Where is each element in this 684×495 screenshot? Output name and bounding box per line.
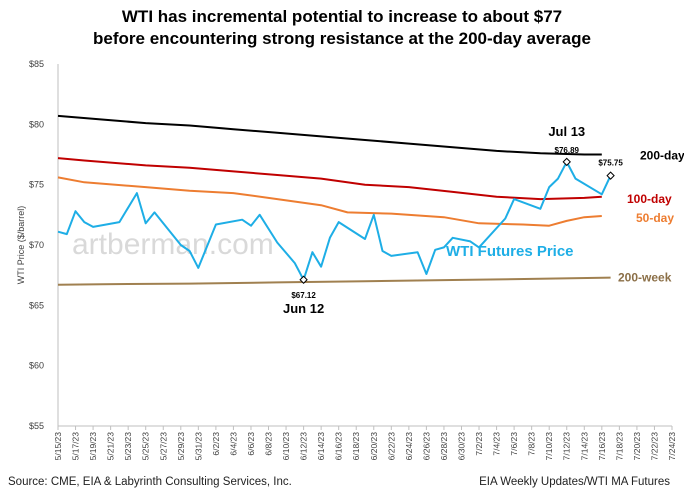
x-tick-label: 6/24/23 — [404, 432, 414, 461]
x-tick-label: 6/22/23 — [386, 432, 396, 461]
x-tick-label: 7/14/23 — [579, 432, 589, 461]
y-tick-label: $60 — [29, 361, 44, 371]
x-tick-label: 6/20/23 — [369, 432, 379, 461]
title-line-2: before encountering strong resistance at… — [93, 29, 591, 48]
x-tick-label: 7/24/23 — [667, 432, 677, 461]
x-tick-label: 6/6/23 — [246, 432, 256, 456]
annotation-jul13-value: $76.89 — [555, 146, 580, 155]
x-tick-label: 6/4/23 — [228, 432, 238, 456]
y-tick-label: $55 — [29, 421, 44, 431]
x-tick-label: 7/10/23 — [544, 432, 554, 461]
x-tick-label: 6/14/23 — [316, 432, 326, 461]
y-axis-label: WTI Price ($/barrel) — [16, 206, 26, 285]
x-tick-label: 7/12/23 — [562, 432, 572, 461]
marker-latest — [606, 171, 615, 180]
marker-jul13 — [562, 157, 571, 167]
x-tick-label: 5/25/23 — [141, 432, 151, 461]
watermark: artberman.com — [72, 228, 274, 261]
label-wti-futures-price: WTI Futures Price — [446, 243, 574, 260]
source-note: Source: CME, EIA & Labyrinth Consulting … — [8, 476, 292, 488]
x-tick-label: 6/2/23 — [211, 432, 221, 456]
label-100-day: 100-day — [627, 192, 672, 206]
x-tick-label: 5/17/23 — [71, 432, 81, 461]
annotation-jun12-value: $67.12 — [291, 291, 316, 300]
y-tick-label: $80 — [29, 119, 44, 129]
annotation-latest-value: $75.75 — [598, 159, 623, 168]
x-tick-label: 5/27/23 — [158, 432, 168, 461]
x-tick-label: 5/19/23 — [88, 432, 98, 461]
x-tick-label: 5/21/23 — [106, 432, 116, 461]
y-tick-label: $65 — [29, 300, 44, 310]
label-200-week: 200-week — [618, 271, 672, 285]
x-tick-label: 6/10/23 — [281, 432, 291, 461]
x-tick-label: 5/31/23 — [193, 432, 203, 461]
series-line-50-day — [57, 176, 602, 227]
x-tick-label: 7/4/23 — [492, 432, 502, 456]
series-line-100-day — [57, 157, 602, 201]
x-tick-label: 6/28/23 — [439, 432, 449, 461]
series-line-200-day — [57, 114, 602, 156]
x-tick-label: 6/8/23 — [264, 432, 274, 456]
x-tick-label: 7/18/23 — [614, 432, 624, 461]
x-tick-label: 6/12/23 — [299, 432, 309, 461]
x-tick-label: 7/16/23 — [597, 432, 607, 461]
label-50-day: 50-day — [636, 211, 674, 225]
marker-jun12 — [299, 275, 308, 284]
x-tick-label: 5/29/23 — [176, 432, 186, 461]
x-tick-label: 6/26/23 — [421, 432, 431, 461]
series-line-wti-futures-price — [57, 160, 612, 281]
x-tick-label: 7/20/23 — [632, 432, 642, 461]
series-line-200-week — [57, 276, 611, 286]
x-tick-label: 7/8/23 — [527, 432, 537, 456]
y-tick-label: $70 — [29, 240, 44, 250]
x-tick-label: 6/18/23 — [351, 432, 361, 461]
label-200-day: 200-day — [640, 149, 684, 163]
annotation-jun12-date: Jun 12 — [283, 301, 324, 316]
y-tick-label: $75 — [29, 180, 44, 190]
x-tick-label: 5/15/23 — [53, 432, 63, 461]
source-credit: EIA Weekly Updates/WTI MA Futures — [479, 476, 670, 488]
x-tick-label: 7/22/23 — [649, 432, 659, 461]
x-tick-label: 5/23/23 — [123, 432, 133, 461]
x-tick-label: 7/2/23 — [474, 432, 484, 456]
x-tick-label: 6/16/23 — [334, 432, 344, 461]
x-tick-label: 6/30/23 — [456, 432, 466, 461]
annotation-jul13-date: Jul 13 — [548, 124, 585, 139]
chart-title: WTI has incremental potential to increas… — [0, 6, 684, 50]
x-tick-label: 7/6/23 — [509, 432, 519, 456]
y-tick-label: $85 — [29, 59, 44, 69]
title-line-1: WTI has incremental potential to increas… — [121, 7, 563, 26]
